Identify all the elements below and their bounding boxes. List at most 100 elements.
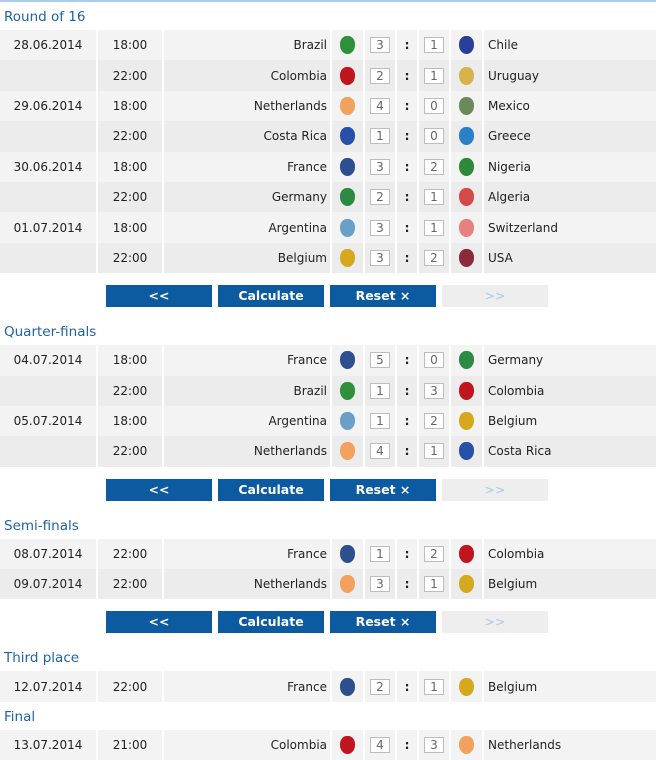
away-team: Germany bbox=[488, 353, 544, 368]
match-date: 09.07.2014 bbox=[0, 569, 98, 600]
match-date: 08.07.2014 bbox=[0, 538, 98, 570]
match-row: 22:00 Costa Rica 1 : 0 Greece bbox=[0, 121, 656, 152]
next-button[interactable]: >> bbox=[442, 478, 548, 501]
home-crest-icon bbox=[340, 157, 355, 176]
home-score-input[interactable]: 3 bbox=[370, 576, 390, 593]
home-team: Netherlands bbox=[164, 436, 332, 467]
away-score-input[interactable]: 1 bbox=[424, 67, 444, 84]
away-score-input[interactable]: 0 bbox=[424, 128, 444, 145]
away-team: Switzerland bbox=[488, 220, 558, 235]
match-time: 22:00 bbox=[98, 242, 164, 274]
away-team: Belgium bbox=[488, 414, 538, 429]
away-score-input[interactable]: 1 bbox=[424, 443, 444, 460]
reset-button[interactable]: Reset × bbox=[330, 611, 436, 634]
home-crest-icon bbox=[340, 575, 355, 594]
home-score-input[interactable]: 2 bbox=[370, 189, 390, 206]
calculate-button[interactable]: Calculate bbox=[218, 285, 324, 308]
away-team: Belgium bbox=[488, 679, 538, 694]
away-score-input[interactable]: 3 bbox=[424, 382, 444, 399]
away-score-input[interactable]: 0 bbox=[424, 97, 444, 114]
prev-button[interactable]: << bbox=[106, 478, 212, 501]
prev-button[interactable]: << bbox=[106, 611, 212, 634]
match-time: 22:00 bbox=[98, 60, 164, 91]
away-crest-icon bbox=[459, 544, 474, 563]
next-button[interactable]: >> bbox=[442, 285, 548, 308]
stage-title: Final bbox=[4, 708, 36, 725]
match-row: 09.07.2014 22:00 Netherlands 3 : 1 Belgi… bbox=[0, 569, 656, 600]
away-score-input[interactable]: 1 bbox=[424, 576, 444, 593]
home-team: Argentina bbox=[164, 212, 332, 243]
away-crest-icon bbox=[459, 381, 474, 400]
match-row: 13.07.2014 21:00 Colombia 4 : 3 Netherla… bbox=[0, 729, 656, 760]
reset-button[interactable]: Reset × bbox=[330, 285, 436, 308]
home-score-input[interactable]: 3 bbox=[370, 249, 390, 266]
score-separator: : bbox=[397, 436, 419, 467]
score-separator: : bbox=[397, 671, 419, 702]
away-team: Nigeria bbox=[488, 159, 531, 174]
home-score-input[interactable]: 3 bbox=[370, 37, 390, 54]
away-team: Chile bbox=[488, 38, 519, 53]
home-score-input[interactable]: 1 bbox=[370, 382, 390, 399]
home-team: France bbox=[164, 538, 332, 570]
match-date: 30.06.2014 bbox=[0, 151, 98, 182]
home-crest-icon bbox=[340, 736, 355, 755]
match-time: 22:00 bbox=[98, 569, 164, 600]
match-row: 22:00 Brazil 1 : 3 Colombia bbox=[0, 375, 656, 406]
match-row: 28.06.2014 18:00 Brazil 3 : 1 Chile bbox=[0, 30, 656, 61]
match-row: 29.06.2014 18:00 Netherlands 4 : 0 Mexic… bbox=[0, 90, 656, 122]
home-score-input[interactable]: 3 bbox=[370, 158, 390, 175]
next-button[interactable]: >> bbox=[442, 611, 548, 634]
home-score-input[interactable]: 1 bbox=[370, 545, 390, 562]
score-separator: : bbox=[397, 375, 419, 406]
match-date bbox=[0, 121, 98, 152]
away-score-input[interactable]: 3 bbox=[424, 737, 444, 754]
match-time: 22:00 bbox=[98, 121, 164, 152]
reset-button[interactable]: Reset × bbox=[330, 478, 436, 501]
prev-button[interactable]: << bbox=[106, 285, 212, 308]
match-time: 18:00 bbox=[98, 30, 164, 61]
home-crest-icon bbox=[340, 127, 355, 146]
score-separator: : bbox=[397, 569, 419, 600]
home-score-input[interactable]: 1 bbox=[370, 128, 390, 145]
score-separator: : bbox=[397, 121, 419, 152]
home-score-input[interactable]: 5 bbox=[370, 352, 390, 369]
score-separator: : bbox=[397, 405, 419, 437]
stage-title: Round of 16 bbox=[4, 9, 86, 25]
match-date: 12.07.2014 bbox=[0, 671, 98, 702]
stage-buttons: << Calculate Reset × >> bbox=[0, 285, 656, 308]
away-score-input[interactable]: 2 bbox=[424, 158, 444, 175]
home-score-input[interactable]: 2 bbox=[370, 67, 390, 84]
away-score-input[interactable]: 1 bbox=[424, 37, 444, 54]
calculate-button[interactable]: Calculate bbox=[218, 478, 324, 501]
away-team: Colombia bbox=[488, 383, 545, 398]
match-date bbox=[0, 60, 98, 91]
home-team: France bbox=[164, 671, 332, 702]
home-team: Argentina bbox=[164, 405, 332, 437]
away-team: Costa Rica bbox=[488, 444, 552, 459]
match-time: 18:00 bbox=[98, 345, 164, 376]
match-row: 30.06.2014 18:00 France 3 : 2 Nigeria bbox=[0, 151, 656, 182]
calculate-button[interactable]: Calculate bbox=[218, 611, 324, 634]
home-score-input[interactable]: 4 bbox=[370, 443, 390, 460]
match-date: 13.07.2014 bbox=[0, 729, 98, 760]
away-score-input[interactable]: 1 bbox=[424, 189, 444, 206]
match-row: 12.07.2014 22:00 France 2 : 1 Belgium bbox=[0, 671, 656, 702]
away-score-input[interactable]: 1 bbox=[424, 678, 444, 695]
home-score-input[interactable]: 4 bbox=[370, 97, 390, 114]
away-score-input[interactable]: 0 bbox=[424, 352, 444, 369]
match-time: 22:00 bbox=[98, 375, 164, 406]
score-separator: : bbox=[397, 538, 419, 570]
home-score-input[interactable]: 3 bbox=[370, 219, 390, 236]
away-score-input[interactable]: 2 bbox=[424, 413, 444, 430]
home-score-input[interactable]: 1 bbox=[370, 413, 390, 430]
away-team: Netherlands bbox=[488, 738, 562, 753]
match-row: 08.07.2014 22:00 France 1 : 2 Colombia bbox=[0, 538, 656, 570]
match-time: 18:00 bbox=[98, 90, 164, 122]
match-row: 01.07.2014 18:00 Argentina 3 : 1 Switzer… bbox=[0, 212, 656, 243]
away-score-input[interactable]: 2 bbox=[424, 249, 444, 266]
match-row: 05.07.2014 18:00 Argentina 1 : 2 Belgium bbox=[0, 405, 656, 437]
home-score-input[interactable]: 2 bbox=[370, 678, 390, 695]
away-score-input[interactable]: 1 bbox=[424, 219, 444, 236]
away-crest-icon bbox=[459, 218, 474, 237]
away-score-input[interactable]: 2 bbox=[424, 545, 444, 562]
